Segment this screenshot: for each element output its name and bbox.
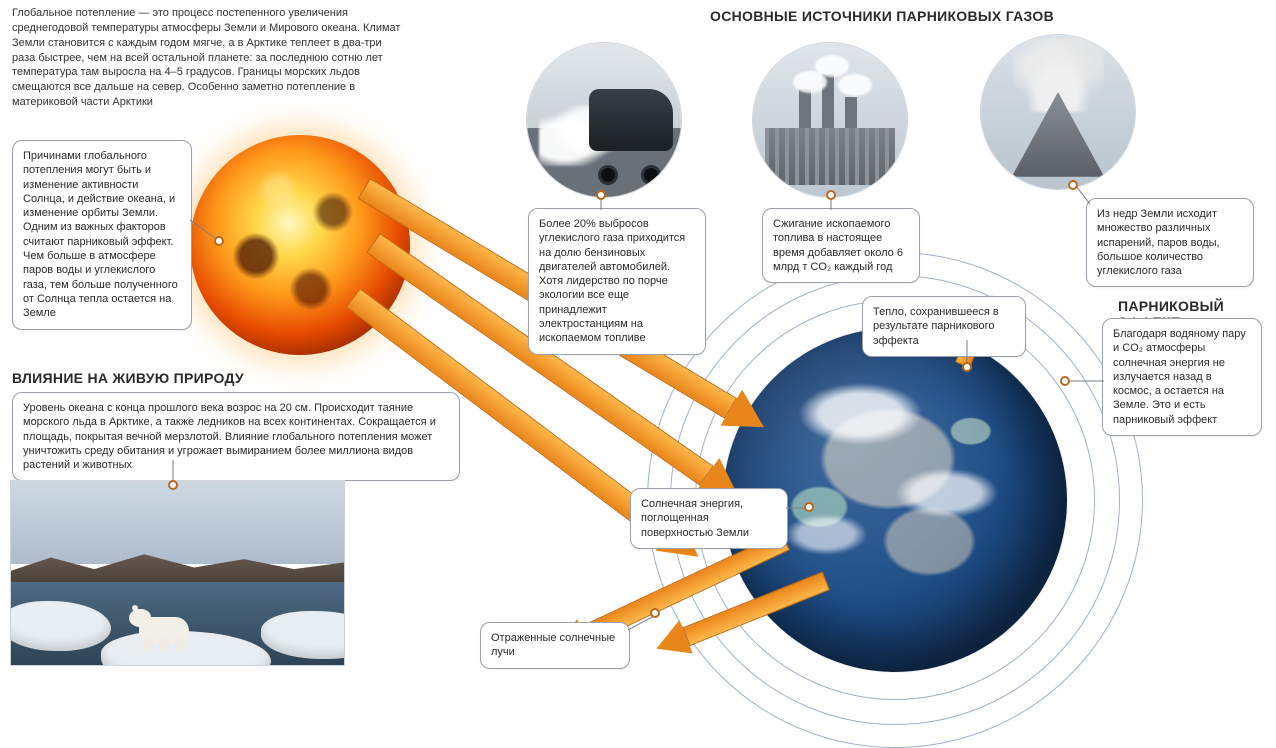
callout-heat-trapped: Тепло, сохранившееся в результате парник… bbox=[862, 296, 1026, 357]
dot-greenhouse bbox=[1060, 376, 1070, 386]
leader-volcano bbox=[1076, 186, 1090, 204]
dot-nature bbox=[168, 480, 178, 490]
dot-reflected bbox=[650, 608, 660, 618]
callout-volcano: Из недр Земли исходит множество различны… bbox=[1086, 198, 1254, 287]
callout-absorbed: Солнечная энергия, поглощенная поверхнос… bbox=[630, 488, 788, 549]
photo-polar-bear bbox=[10, 480, 345, 666]
leader-reflected bbox=[628, 616, 654, 632]
callout-nature: Уровень океана с конца прошлого века воз… bbox=[12, 392, 460, 481]
dot-volcano bbox=[1068, 180, 1078, 190]
dot-car bbox=[596, 190, 606, 200]
leader-absorbed bbox=[786, 500, 806, 516]
dot-heat bbox=[962, 362, 972, 372]
source-circle-plant bbox=[752, 42, 908, 198]
title-nature: ВЛИЯНИЕ НА ЖИВУЮ ПРИРОДУ bbox=[12, 370, 244, 386]
callout-car: Более 20% выбросов углекислого газа прих… bbox=[528, 208, 706, 355]
dot-causes bbox=[214, 236, 224, 246]
callout-causes: Причинами глобального потепления могут б… bbox=[12, 140, 192, 330]
title-sources: ОСНОВНЫЕ ИСТОЧНИКИ ПАРНИКОВЫХ ГАЗОВ bbox=[710, 8, 1054, 24]
dot-plant bbox=[826, 190, 836, 200]
callout-greenhouse-detail: Благодаря водяному пару и CO₂ атмосферы … bbox=[1102, 318, 1262, 436]
dot-absorbed bbox=[804, 502, 814, 512]
source-circle-car bbox=[526, 42, 682, 198]
source-circle-volcano bbox=[980, 34, 1136, 190]
callout-reflected: Отраженные солнечные лучи bbox=[480, 622, 630, 669]
callout-plant: Сжигание ископаемого топлива в настоящее… bbox=[762, 208, 920, 283]
leader-greenhouse bbox=[1068, 380, 1104, 382]
intro-text: Глобальное потепление — это процесс пост… bbox=[12, 6, 402, 110]
